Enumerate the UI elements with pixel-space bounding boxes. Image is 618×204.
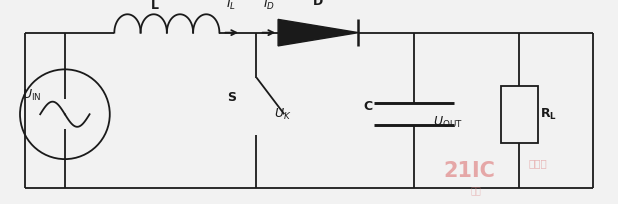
Text: $U_K$: $U_K$ xyxy=(274,107,291,122)
Text: $\mathbf{D}$: $\mathbf{D}$ xyxy=(313,0,324,8)
Text: $U_{\rm OUT}$: $U_{\rm OUT}$ xyxy=(433,115,462,130)
Text: $\mathbf{L}$: $\mathbf{L}$ xyxy=(150,0,159,12)
Polygon shape xyxy=(278,19,358,46)
Text: $\mathbf{R_L}$: $\mathbf{R_L}$ xyxy=(540,107,557,122)
Text: $U_{\rm IN}$: $U_{\rm IN}$ xyxy=(22,88,41,103)
Text: 论坛: 论坛 xyxy=(470,187,481,196)
Text: $I_L$: $I_L$ xyxy=(226,0,235,12)
Bar xyxy=(501,86,538,143)
Text: 21IC: 21IC xyxy=(444,161,496,181)
Text: $I_D$: $I_D$ xyxy=(263,0,274,12)
Text: 电子网: 电子网 xyxy=(528,158,547,168)
Bar xyxy=(501,86,538,143)
Text: $\mathbf{S}$: $\mathbf{S}$ xyxy=(227,91,237,104)
Text: $\mathbf{C}$: $\mathbf{C}$ xyxy=(363,100,373,113)
